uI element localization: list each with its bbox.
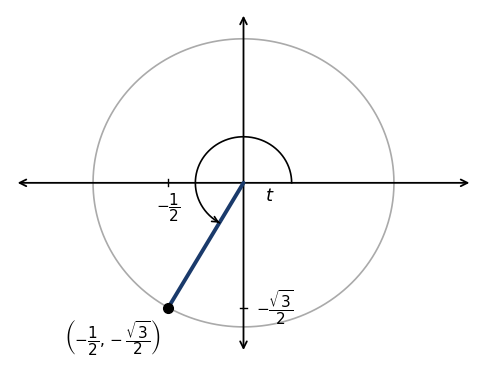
Text: $\left(-\dfrac{1}{2}, -\dfrac{\sqrt{3}}{2}\right)$: $\left(-\dfrac{1}{2}, -\dfrac{\sqrt{3}}{… (64, 318, 161, 357)
Text: $t$: $t$ (265, 187, 275, 206)
Text: $-\dfrac{1}{2}$: $-\dfrac{1}{2}$ (156, 192, 181, 224)
Text: $-\dfrac{\sqrt{3}}{2}$: $-\dfrac{\sqrt{3}}{2}$ (256, 288, 293, 327)
